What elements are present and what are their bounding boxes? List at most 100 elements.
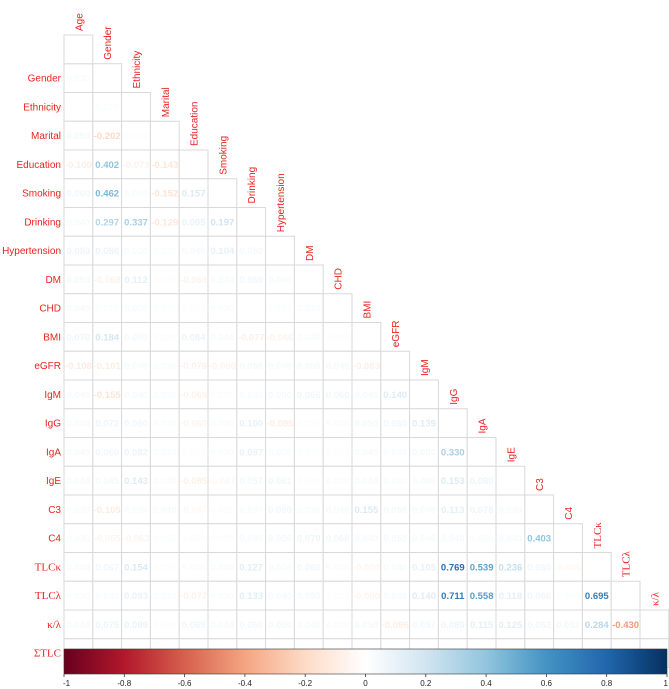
cell-value-label: 0.030 (124, 246, 148, 257)
heatmap-cell (63, 465, 94, 496)
cell-value-label: 0.236 (499, 562, 523, 573)
cell-value-label: -0.083 (353, 361, 380, 372)
cell-value-label: 0.030 (211, 591, 235, 602)
column-label: C3 (535, 478, 546, 491)
cell-value-label: 0.060 (297, 562, 321, 573)
heatmap-cell (409, 580, 439, 611)
heatmap-cell (236, 580, 267, 611)
cell-value-label: -0.060 (180, 419, 207, 430)
row-labels: Gender Ethnicity Marital Education Smoking Dr… (2, 74, 62, 660)
cell-value-label: 0.020 (268, 304, 292, 315)
cell-value-label: 0.050 (412, 447, 436, 458)
cell-value-label: 0.050 (383, 505, 407, 516)
diagonal-cell (581, 552, 612, 582)
cell-value-label: 0.105 (412, 562, 436, 573)
heatmap-cell (610, 609, 641, 640)
cell-value-label: 0.066 (527, 591, 551, 602)
cell-value-label: -0.100 (65, 160, 92, 171)
colorbar-tick-label: 0.6 (541, 679, 553, 688)
cell-value-label: -0.101 (94, 361, 122, 372)
heatmap-cell (63, 322, 94, 352)
row-label: DM (45, 275, 61, 286)
cell-value-label: 0.040 (124, 361, 148, 372)
heatmap-cell (149, 235, 180, 266)
heatmap-cell (380, 437, 411, 467)
heatmap-cell (236, 293, 267, 323)
column-label: Age (74, 13, 85, 31)
cell-value-label: 0.030 (297, 304, 321, 315)
heatmap-cell (265, 609, 295, 640)
cell-value-label: 0.030 (153, 591, 177, 602)
cell-value-label: 0.184 (95, 332, 119, 343)
cell-value-label: 0.020 (297, 476, 321, 487)
cell-value-label: 0.030 (268, 447, 292, 458)
row-label: Hypertension (2, 246, 61, 257)
heatmap-cell (92, 465, 123, 496)
column-label: Marital (161, 87, 172, 117)
cell-value-label: -0.096 (382, 620, 409, 631)
cell-value-label: -0.047 (180, 505, 207, 516)
column-label: eGFR (391, 321, 402, 348)
heatmap-cell (236, 494, 267, 525)
cell-value-label: -0.055 (94, 534, 122, 545)
cell-value-label: 0.052 (556, 620, 580, 631)
row-label: TLCλ (35, 590, 62, 602)
heatmap-cell (63, 264, 94, 295)
cell-value-label: 0.040 (153, 505, 177, 516)
cell-value-label: 0.020 (153, 304, 177, 315)
cell-value-label: 0.539 (470, 562, 494, 573)
column-label: IgE (506, 447, 517, 462)
heatmap-cell (265, 379, 295, 410)
heatmap-cell (92, 293, 123, 323)
cell-value-label: -0.076 (180, 361, 207, 372)
column-label: TLCκ (592, 522, 604, 549)
column-label: IgA (478, 418, 489, 433)
colorbar-tick-label: -0.6 (178, 679, 192, 688)
cell-value-label: 0.030 (124, 304, 148, 315)
cell-value-label: 0.020 (556, 591, 580, 602)
cell-value-label: 0.020 (211, 534, 235, 545)
row-label: C4 (48, 534, 61, 545)
heatmap-cell (149, 293, 180, 323)
heatmap-cell (380, 465, 411, 496)
heatmap-cell (293, 293, 324, 323)
cell-value-label: 0.040 (211, 562, 235, 573)
cell-value-label: 0.060 (527, 562, 551, 573)
cell-value-label: 0.040 (268, 361, 292, 372)
heatmap-cell (293, 465, 324, 496)
heatmap-cell (409, 408, 439, 438)
heatmap-cell (178, 322, 209, 352)
heatmap-cell (149, 350, 180, 381)
cell-value-label: 0.040 (124, 390, 148, 401)
cell-value-label: 0.020 (182, 304, 206, 315)
heatmap-cell (178, 293, 209, 323)
cell-value-label: 0.030 (326, 476, 350, 487)
heatmap-cell (121, 609, 151, 640)
heatmap-cell (63, 149, 94, 180)
cell-value-label: -0.077 (238, 332, 265, 343)
heatmap-cell (63, 408, 94, 438)
cell-value-label: 0.095 (182, 217, 206, 228)
cell-value-label: 0.030 (95, 591, 119, 602)
cell-value-label: 0.075 (95, 620, 119, 631)
cell-value-label: 0.072 (95, 419, 119, 430)
heatmap-cell (236, 264, 267, 295)
cell-value-label: 0.040 (383, 562, 407, 573)
cell-value-label: 0.045 (95, 476, 119, 487)
heatmap-cell (322, 379, 353, 410)
cell-value-label: 0.153 (441, 476, 465, 487)
cell-value-label: 0.402 (95, 160, 119, 171)
cell-value-label: 0.089 (124, 620, 148, 631)
row-label: Ethnicity (23, 102, 61, 113)
cell-value-label: -0.143 (151, 160, 178, 171)
cell-value-label: 0.062 (527, 620, 551, 631)
column-label: Gender (103, 26, 114, 60)
cell-value-label: 0.040 (182, 246, 206, 257)
cell-value-label: 0.040 (268, 562, 292, 573)
cell-value-label: 0.097 (239, 447, 263, 458)
cell-value-label: 0.020 (326, 332, 350, 343)
column-label: Education (190, 102, 201, 146)
cell-value-label: 0.112 (124, 275, 147, 286)
cell-value-label: 0.040 (355, 476, 379, 487)
cell-value-label: -0.073 (123, 160, 150, 171)
